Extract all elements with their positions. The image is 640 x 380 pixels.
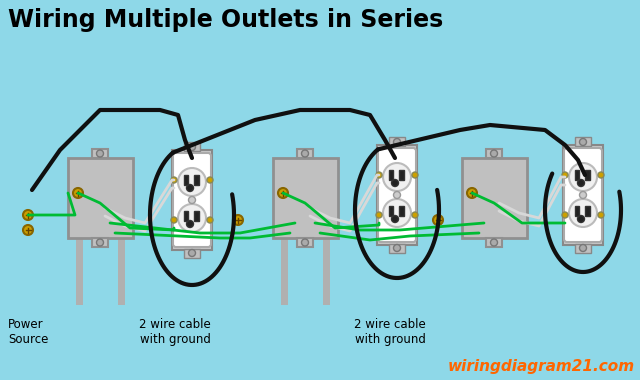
Circle shape — [579, 244, 586, 252]
Bar — [76, 238, 83, 305]
Circle shape — [376, 172, 382, 178]
Bar — [92, 149, 108, 158]
Bar — [486, 238, 502, 247]
Text: Power
Source: Power Source — [8, 318, 49, 346]
Bar — [323, 238, 330, 305]
Circle shape — [23, 225, 33, 235]
Bar — [280, 238, 287, 305]
Circle shape — [278, 188, 288, 198]
Circle shape — [301, 150, 308, 157]
Bar — [184, 175, 188, 185]
Circle shape — [562, 172, 568, 178]
Circle shape — [301, 239, 308, 246]
Circle shape — [467, 188, 477, 198]
Bar — [575, 244, 591, 253]
Circle shape — [412, 172, 418, 178]
Circle shape — [178, 168, 206, 196]
Bar — [575, 206, 579, 216]
Circle shape — [392, 215, 399, 223]
Circle shape — [171, 177, 177, 183]
Bar — [118, 238, 125, 305]
Circle shape — [233, 215, 243, 225]
Circle shape — [569, 199, 597, 227]
Bar — [399, 170, 404, 180]
Bar — [389, 137, 405, 146]
Circle shape — [394, 192, 401, 198]
Circle shape — [394, 138, 401, 146]
Bar — [273, 158, 337, 238]
Bar — [461, 158, 527, 238]
Circle shape — [577, 215, 584, 223]
Bar — [297, 238, 313, 247]
Circle shape — [490, 150, 497, 157]
Circle shape — [412, 212, 418, 218]
Bar — [377, 145, 417, 245]
FancyBboxPatch shape — [173, 153, 211, 247]
Circle shape — [189, 144, 195, 150]
Bar — [297, 149, 313, 158]
Bar — [389, 244, 405, 253]
Circle shape — [189, 250, 195, 257]
Bar — [389, 206, 393, 216]
Circle shape — [392, 179, 399, 187]
Bar — [184, 249, 200, 258]
Bar — [575, 170, 579, 180]
Bar — [172, 150, 212, 250]
Bar — [389, 170, 393, 180]
Bar — [194, 211, 199, 221]
Bar — [184, 142, 200, 151]
Bar — [399, 206, 404, 216]
Bar — [585, 170, 590, 180]
Circle shape — [579, 138, 586, 146]
Circle shape — [394, 244, 401, 252]
Circle shape — [178, 204, 206, 232]
Circle shape — [376, 212, 382, 218]
Bar — [585, 206, 590, 216]
Circle shape — [383, 199, 411, 227]
Circle shape — [569, 163, 597, 191]
Bar — [92, 238, 108, 247]
Circle shape — [598, 212, 604, 218]
Circle shape — [207, 217, 213, 223]
Circle shape — [562, 212, 568, 218]
Bar — [563, 145, 603, 245]
Bar — [575, 137, 591, 146]
Circle shape — [579, 192, 586, 198]
Circle shape — [73, 188, 83, 198]
Circle shape — [383, 163, 411, 191]
Circle shape — [171, 217, 177, 223]
Circle shape — [598, 172, 604, 178]
Circle shape — [186, 220, 193, 228]
Bar — [67, 158, 132, 238]
Bar — [194, 175, 199, 185]
Text: Wiring Multiple Outlets in Series: Wiring Multiple Outlets in Series — [8, 8, 444, 32]
Text: 2 wire cable
with ground: 2 wire cable with ground — [139, 318, 211, 346]
Circle shape — [207, 177, 213, 183]
Circle shape — [433, 215, 443, 225]
FancyBboxPatch shape — [564, 148, 602, 242]
FancyBboxPatch shape — [378, 148, 416, 242]
Circle shape — [490, 239, 497, 246]
Circle shape — [23, 210, 33, 220]
Circle shape — [577, 179, 584, 187]
Circle shape — [189, 196, 195, 204]
Bar — [184, 211, 188, 221]
Text: 2 wire cable
with ground: 2 wire cable with ground — [354, 318, 426, 346]
Circle shape — [97, 239, 104, 246]
Circle shape — [186, 185, 193, 192]
Circle shape — [97, 150, 104, 157]
Text: wiringdiagram21.com: wiringdiagram21.com — [448, 359, 635, 374]
Bar — [486, 149, 502, 158]
